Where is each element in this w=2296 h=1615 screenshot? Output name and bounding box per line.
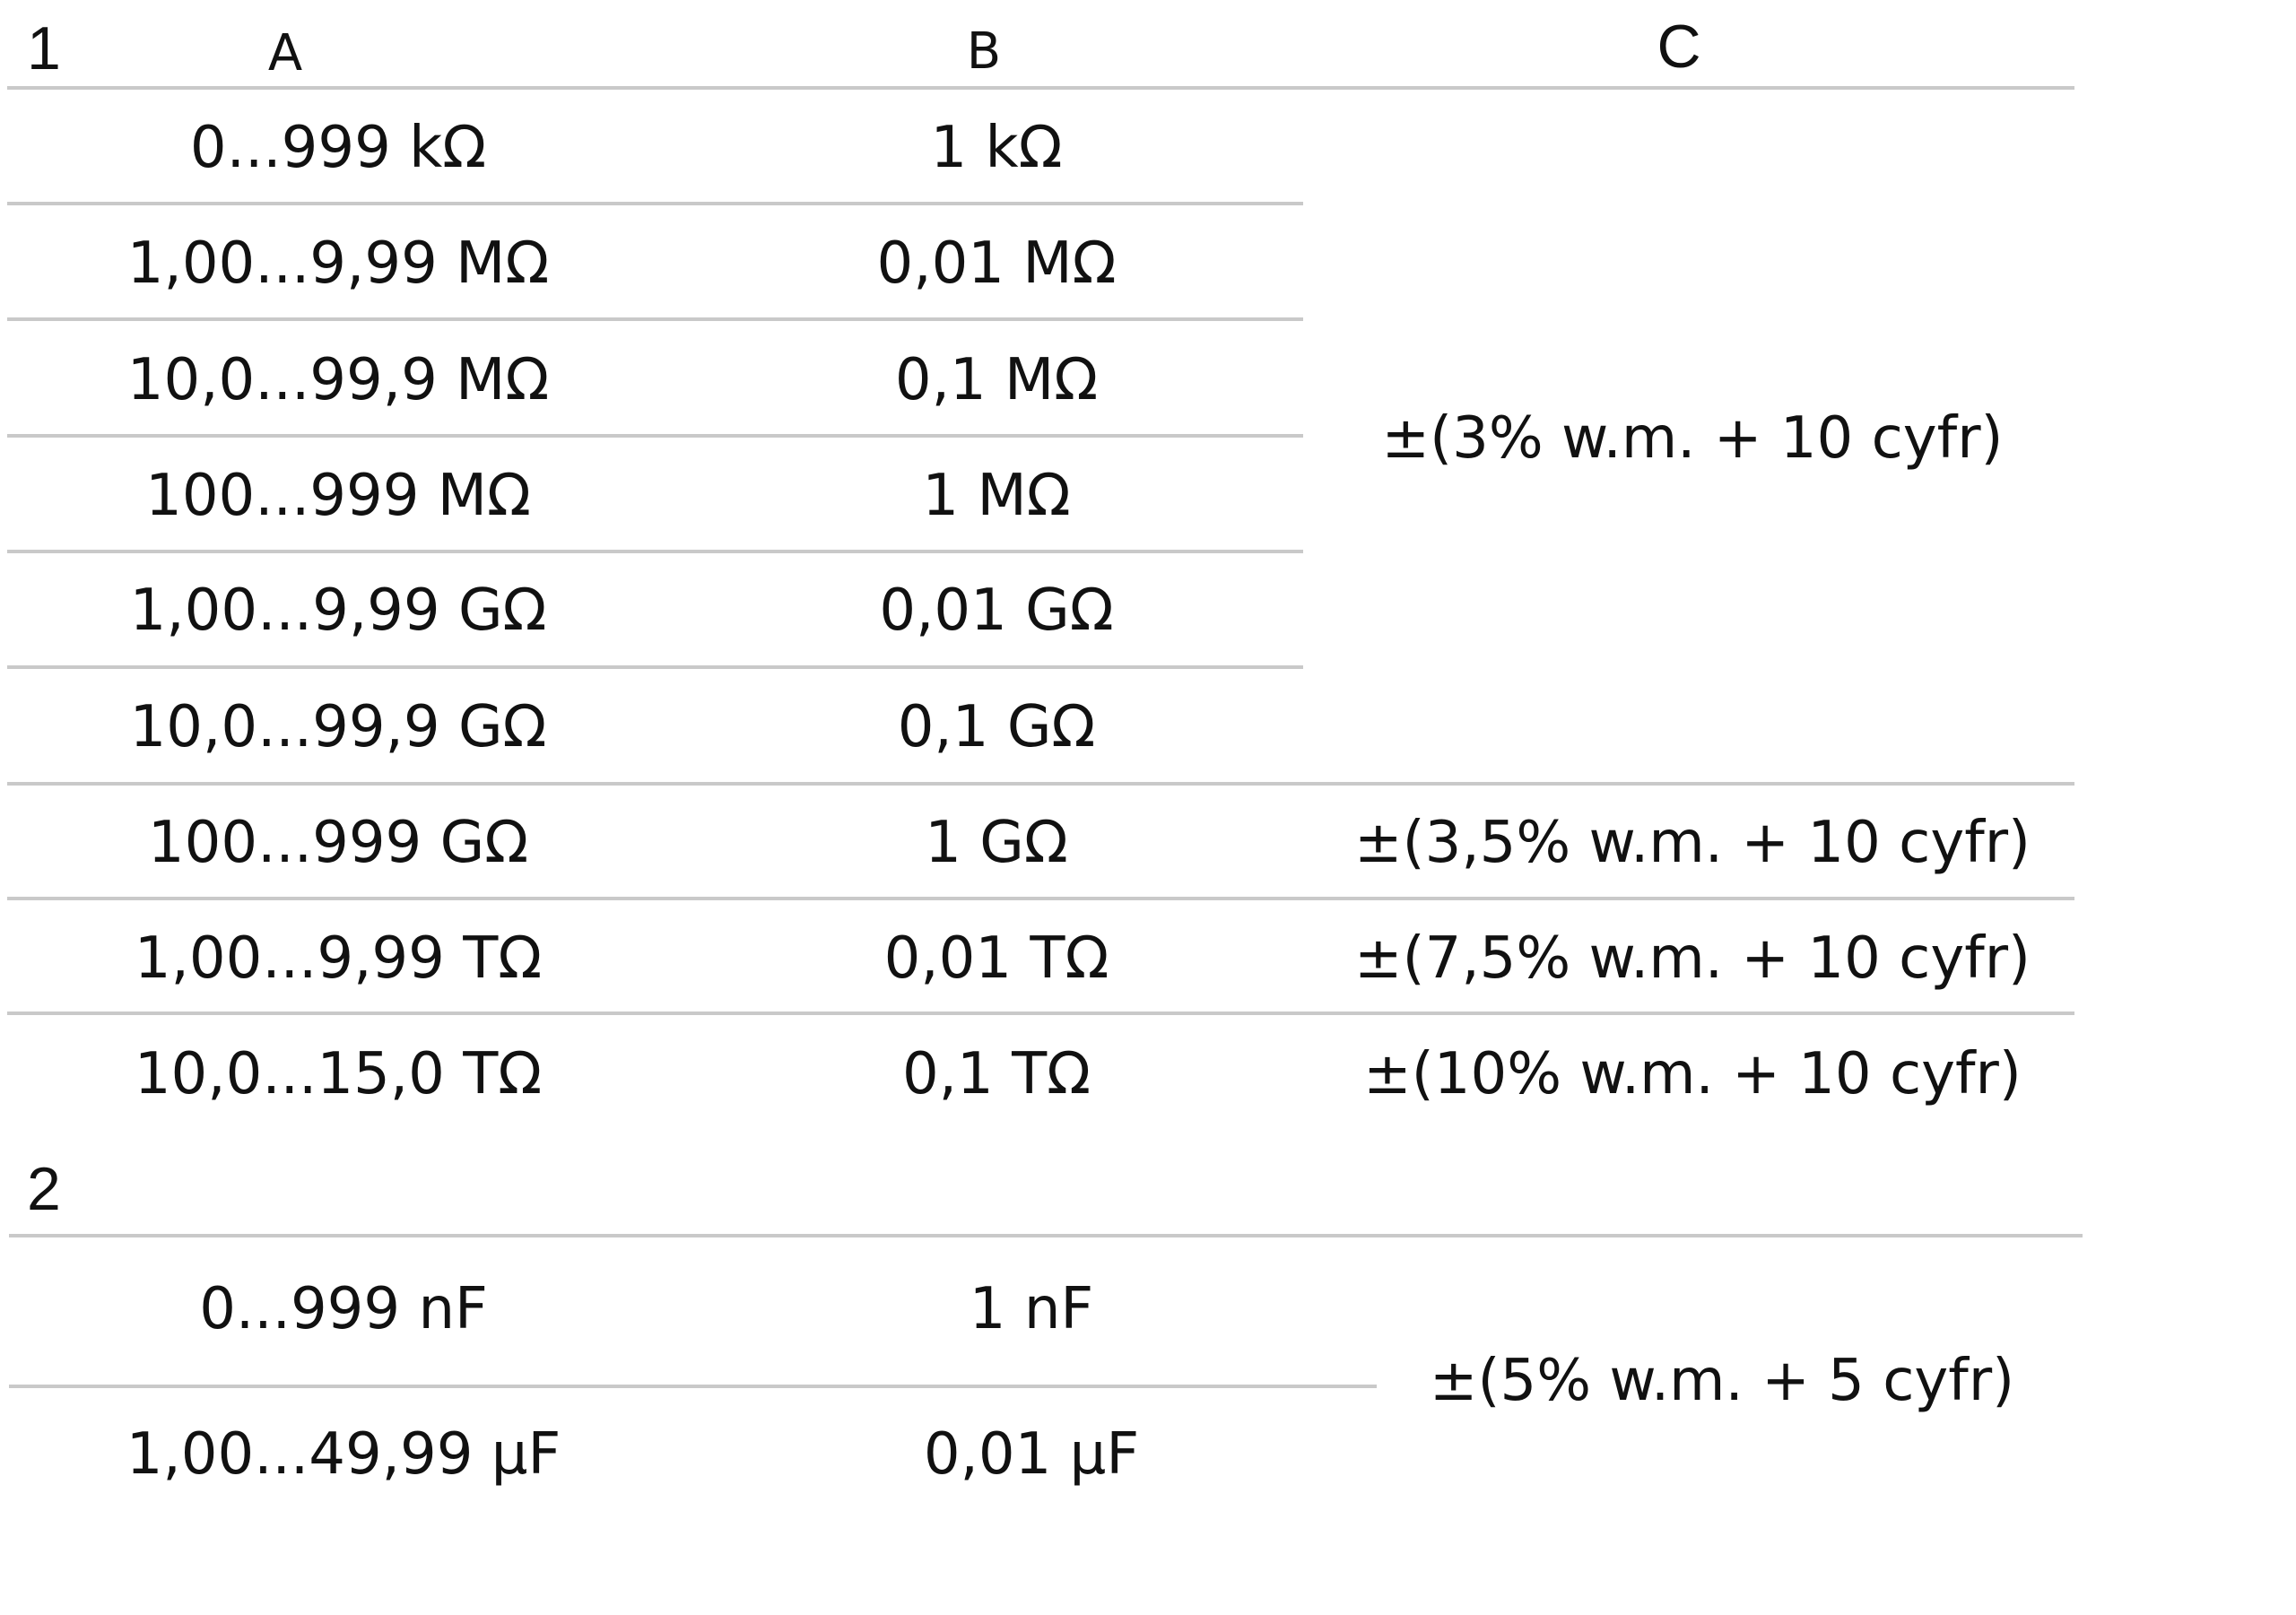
row-divider bbox=[7, 550, 1303, 553]
accuracy-cell-merged: ±(3% w.m. + 10 cyfr) bbox=[1381, 405, 2004, 472]
range-cell: 1,00...49,99 µF bbox=[126, 1421, 561, 1488]
resolution-cell: 1 nF bbox=[969, 1276, 1094, 1342]
row-divider bbox=[7, 434, 1303, 438]
range-cell: 100...999 MΩ bbox=[145, 463, 531, 529]
accuracy-cell-merged: ±(5% w.m. + 5 cyfr) bbox=[1429, 1348, 2015, 1414]
range-cell: 1,00...9,99 GΩ bbox=[129, 577, 547, 644]
resolution-cell: 1 MΩ bbox=[922, 463, 1071, 529]
column-a-header: A bbox=[267, 24, 303, 82]
row-divider bbox=[7, 782, 2074, 786]
range-cell: 1,00...9,99 MΩ bbox=[126, 230, 550, 297]
column-b-header: B bbox=[966, 22, 1002, 81]
row-divider bbox=[7, 1012, 2074, 1015]
range-cell: 100...999 GΩ bbox=[147, 810, 529, 876]
column-c-header: C bbox=[1657, 13, 1701, 81]
range-cell: 1,00...9,99 TΩ bbox=[134, 925, 543, 992]
row-divider bbox=[7, 202, 1303, 205]
range-cell: 10,0...99,9 MΩ bbox=[126, 347, 550, 413]
resolution-cell: 0,01 µF bbox=[923, 1421, 1140, 1488]
range-cell: 0...999 nF bbox=[199, 1276, 488, 1342]
resolution-cell: 0,01 MΩ bbox=[876, 230, 1117, 297]
section-1-number: 1 bbox=[27, 14, 61, 82]
resolution-cell: 1 kΩ bbox=[930, 115, 1063, 181]
resolution-cell: 0,1 MΩ bbox=[894, 347, 1099, 413]
resolution-cell: 0,1 GΩ bbox=[897, 694, 1096, 760]
range-cell: 10,0...15,0 TΩ bbox=[134, 1041, 543, 1107]
row-divider bbox=[9, 1385, 1377, 1388]
accuracy-cell: ±(3,5% w.m. + 10 cyfr) bbox=[1354, 810, 2031, 876]
row-divider bbox=[7, 897, 2074, 900]
resolution-cell: 0,01 GΩ bbox=[879, 577, 1114, 644]
section-2-number: 2 bbox=[27, 1155, 61, 1223]
row-divider bbox=[7, 665, 1303, 669]
range-cell: 10,0...99,9 GΩ bbox=[129, 694, 547, 760]
resolution-cell: 0,01 TΩ bbox=[883, 925, 1109, 992]
resolution-cell: 1 GΩ bbox=[925, 810, 1068, 876]
resolution-cell: 0,1 TΩ bbox=[901, 1041, 1091, 1107]
range-cell: 0...999 kΩ bbox=[189, 115, 487, 181]
accuracy-cell: ±(7,5% w.m. + 10 cyfr) bbox=[1354, 925, 2031, 992]
accuracy-cell: ±(10% w.m. + 10 cyfr) bbox=[1363, 1041, 2022, 1107]
header-divider bbox=[7, 86, 2074, 90]
section-2-divider bbox=[9, 1234, 2083, 1237]
row-divider bbox=[7, 317, 1303, 321]
